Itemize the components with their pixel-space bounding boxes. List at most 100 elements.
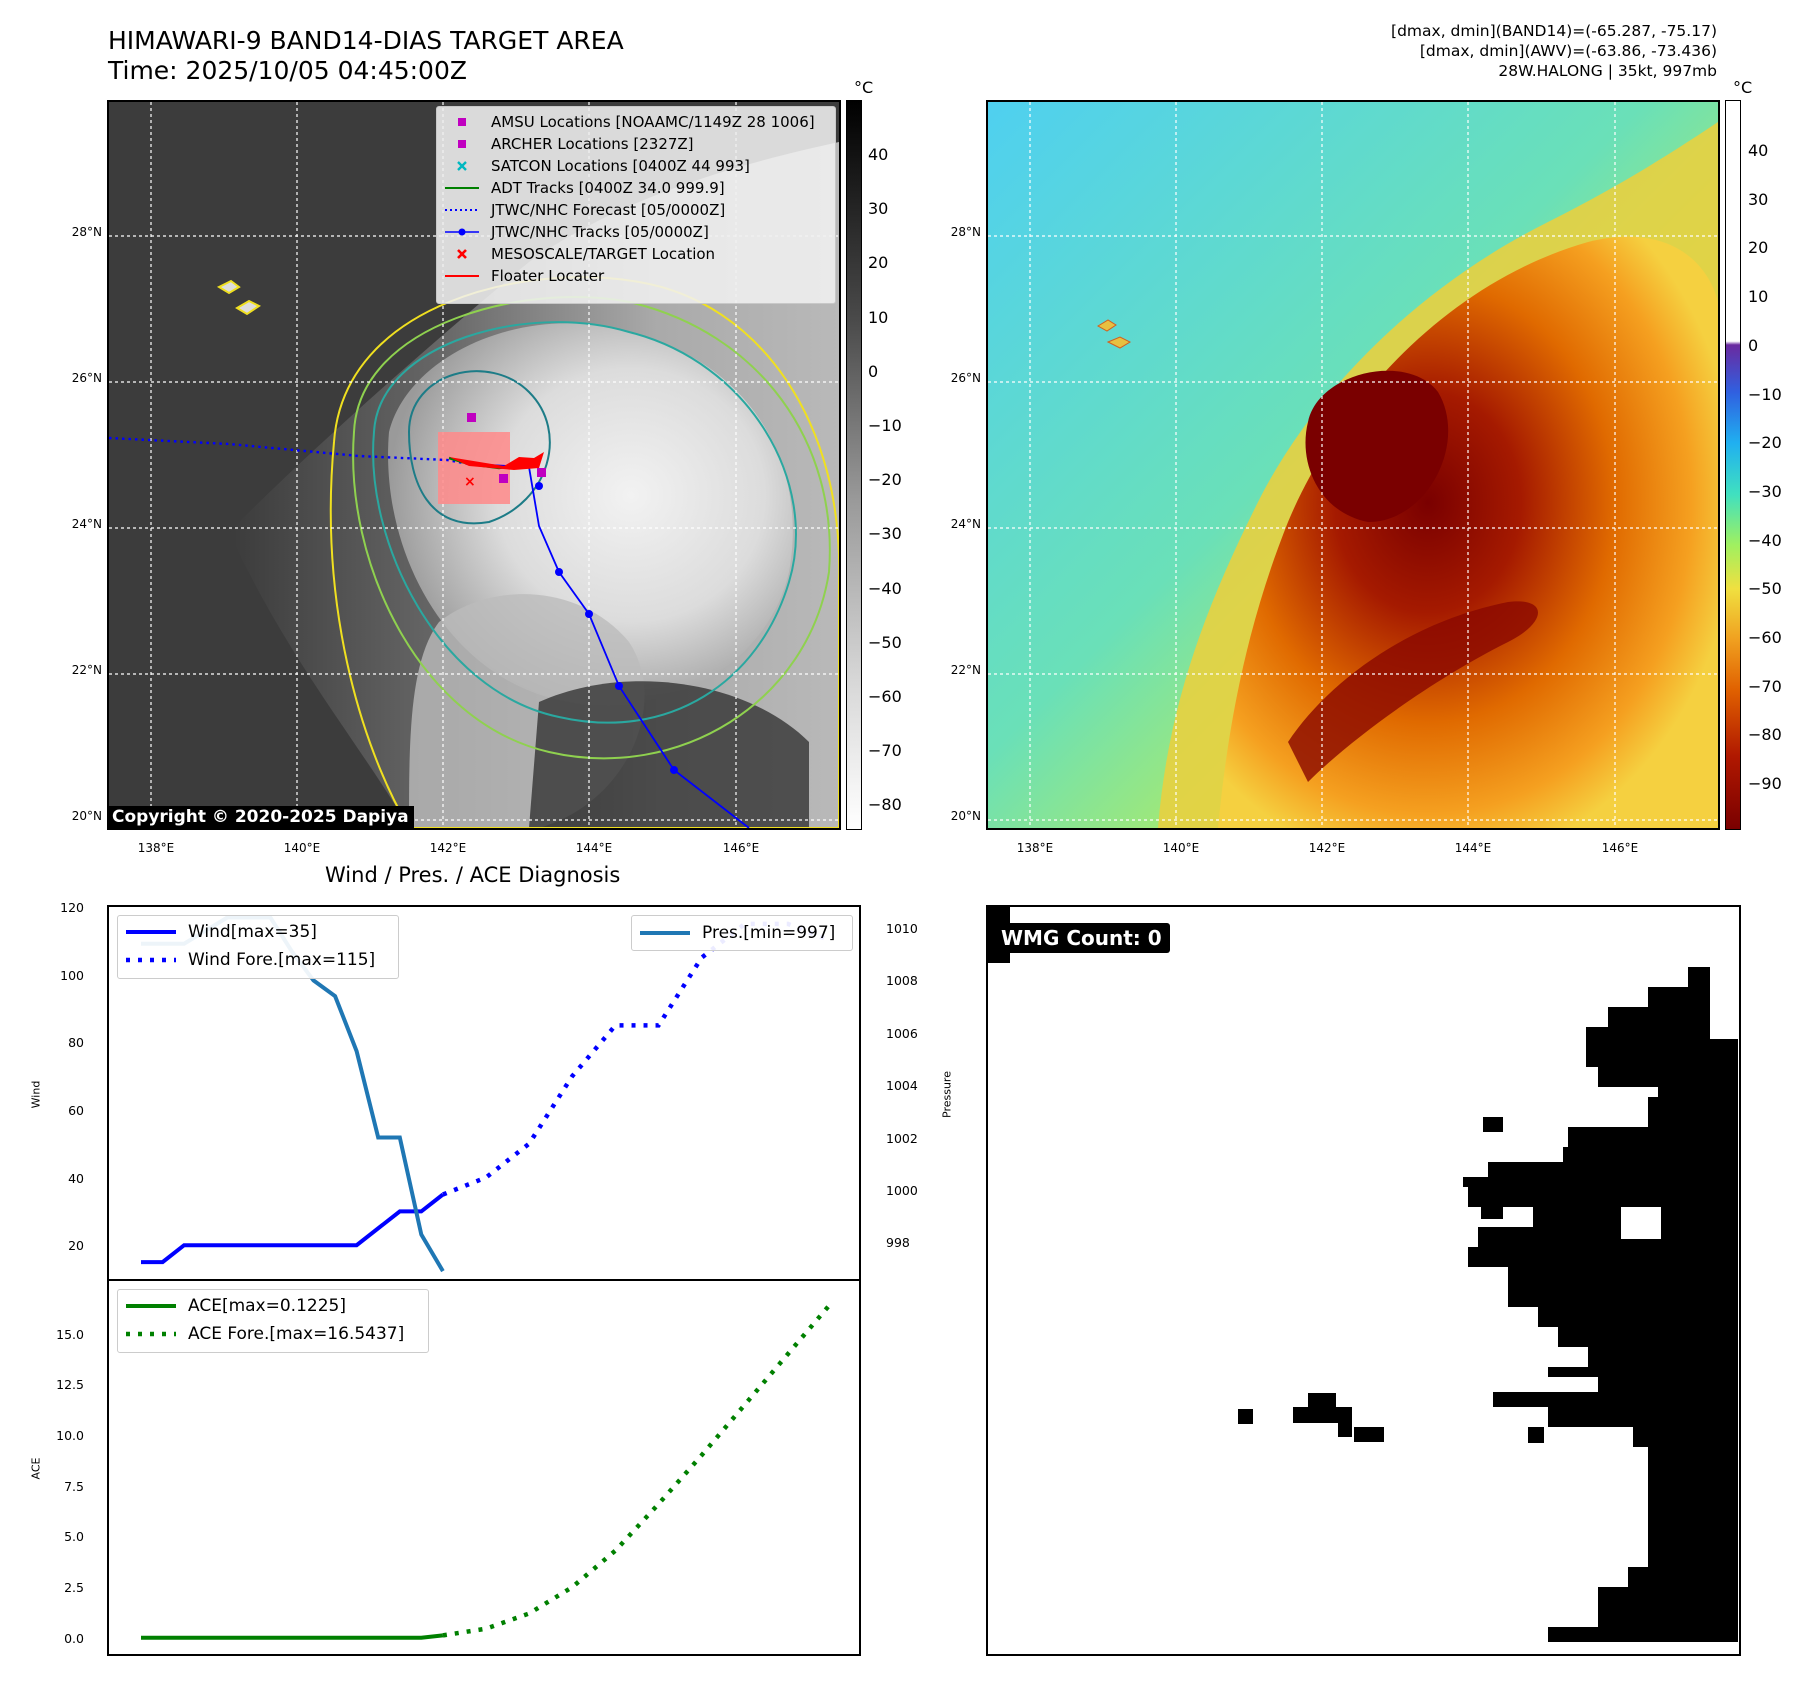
wind-legend: Wind[max=35] Wind Fore.[max=115] — [117, 915, 399, 979]
awv-colorbar-tick: 0 — [1748, 335, 1759, 355]
lat-tick-label: 20°N — [71, 809, 102, 823]
pressure-y-tick: 998 — [886, 1235, 910, 1251]
pressure-y-tick: 1000 — [886, 1182, 918, 1198]
floater-locater — [449, 452, 544, 470]
lon-tick-label: 140°E — [283, 841, 321, 855]
ace-y-tick: 15.0 — [56, 1326, 84, 1342]
square-marker-icon — [458, 140, 466, 148]
awv-dry-slot — [1288, 601, 1538, 782]
lon-tick-label: 146°E — [1601, 841, 1639, 855]
awv-colorbar-tick: −70 — [1748, 676, 1782, 696]
ir-colorbar-tick: −70 — [868, 741, 902, 761]
wind-pressure-chart: Wind[max=35] Wind Fore.[max=115] Pres.[m… — [107, 905, 861, 1281]
lat-tick-label: 24°N — [71, 517, 102, 531]
lon-tick-label: 138°E — [137, 841, 175, 855]
ace-forecast-series-line — [442, 1301, 833, 1638]
ir-colorbar-tick: 20 — [868, 253, 889, 273]
wind-y-tick: 20 — [68, 1238, 84, 1254]
awv-colorbar-tick: −90 — [1748, 774, 1782, 794]
ir-colorbar-tick: 40 — [868, 145, 889, 164]
awv-colorbar-tick: −30 — [1748, 481, 1782, 501]
jtwc-track-points — [535, 482, 678, 774]
amsu-markers — [467, 413, 546, 483]
ir-image-panel: × AMSU Locations [NOAAMC/1149Z 28 1006] … — [107, 100, 841, 830]
awv-colorbar-tick: −80 — [1748, 725, 1782, 745]
awv-eye-region — [1305, 370, 1449, 522]
awv-colorbar-tick: 40 — [1748, 141, 1769, 160]
ir-islands — [216, 279, 261, 316]
ir-colorbar-tick: −50 — [868, 632, 902, 652]
ir-colorbar-tick: −80 — [868, 795, 902, 815]
ir-colorbar-tick: 0 — [868, 361, 879, 381]
target-x-marker: × — [464, 474, 476, 490]
ace-plot — [141, 1301, 833, 1640]
wmg-mask — [988, 907, 1738, 1642]
ir-contour-mid — [372, 321, 797, 724]
ir-colorbar-tick: −10 — [868, 416, 902, 435]
ace-legend: ACE[max=0.1225] ACE Fore.[max=16.5437] — [117, 1289, 429, 1353]
solid-line-icon — [126, 930, 176, 934]
square-marker-icon — [458, 118, 466, 126]
diagnosis-title: Wind / Pres. / ACE Diagnosis — [325, 863, 621, 887]
x-marker-icon — [457, 161, 467, 171]
ace-y-tick: 0.0 — [64, 1630, 84, 1646]
ir-colorbar — [846, 100, 862, 830]
awv-colorbar-unit: °C — [1733, 78, 1753, 97]
ir-colorbar-tick: −30 — [868, 524, 902, 544]
awv-colorbar-tick: −40 — [1748, 530, 1782, 550]
wmg-mask-panel — [986, 905, 1741, 1656]
lat-tick-label: 24°N — [950, 517, 981, 531]
lat-tick-label: 26°N — [71, 371, 102, 385]
info-storm-summary: 28W.HALONG | 35kt, 997mb — [1498, 62, 1717, 80]
wind-y-tick: 80 — [68, 1035, 84, 1051]
ace-chart: ACE[max=0.1225] ACE Fore.[max=16.5437] — [107, 1279, 861, 1656]
awv-gridlines — [988, 102, 1718, 828]
ace-y-tick: 10.0 — [56, 1428, 84, 1444]
awv-image — [988, 102, 1718, 828]
wind-y-tick: 60 — [68, 1102, 84, 1118]
pressure-y-tick: 1006 — [886, 1025, 918, 1041]
lon-tick-label: 142°E — [429, 841, 467, 855]
awv-colorbar — [1725, 100, 1741, 830]
lat-tick-label: 28°N — [950, 225, 981, 239]
wmg-hole — [1621, 1207, 1661, 1239]
awv-colorbar-tick: −10 — [1748, 384, 1782, 404]
ir-contour-inner — [407, 370, 551, 525]
copyright-badge: Copyright © 2020-2025 Dapiya — [107, 806, 414, 828]
lon-tick-label: 140°E — [1162, 841, 1200, 855]
dotted-line-icon — [445, 209, 479, 211]
line-marker-icon — [445, 275, 479, 277]
ir-legend: AMSU Locations [NOAAMC/1149Z 28 1006] AR… — [436, 106, 836, 304]
ace-axis-label: ACE — [29, 1457, 43, 1480]
awv-colorbar-tick: −60 — [1748, 628, 1782, 647]
ace-y-tick: 5.0 — [64, 1529, 84, 1545]
lon-tick-label: 142°E — [1308, 841, 1346, 855]
lat-tick-label: 26°N — [950, 371, 981, 385]
info-awv-range: [dmax, dmin](AWV)=(-63.86, -73.436) — [1419, 42, 1717, 60]
awv-colorbar-tick: 20 — [1748, 238, 1769, 258]
line-marker-icon — [445, 187, 479, 189]
awv-image-panel — [986, 100, 1720, 830]
ir-colorbar-tick: −60 — [868, 687, 902, 706]
lon-tick-label: 146°E — [722, 841, 760, 855]
pressure-y-tick: 1002 — [886, 1130, 918, 1146]
pressure-y-tick: 1008 — [886, 973, 918, 989]
solid-line-icon — [640, 931, 690, 935]
ir-colorbar-tick: 10 — [868, 307, 889, 327]
awv-colorbar-tick: 30 — [1748, 189, 1769, 209]
awv-colorbar-tick: −50 — [1748, 579, 1782, 599]
ace-series-line — [141, 1633, 444, 1640]
lat-tick-label: 22°N — [71, 663, 102, 677]
ir-colorbar-unit: °C — [854, 78, 874, 97]
awv-islands — [1097, 319, 1132, 349]
ir-colorbar-tick: −20 — [868, 470, 902, 490]
ace-y-tick: 12.5 — [56, 1377, 84, 1393]
dotted-line-icon — [126, 957, 176, 963]
lon-tick-label: 138°E — [1016, 841, 1054, 855]
awv-colorbar-tick: 10 — [1748, 287, 1769, 307]
jtwc-best-track — [468, 463, 750, 828]
pressure-y-tick: 1004 — [886, 1078, 918, 1094]
jtwc-forecast-track — [109, 436, 470, 466]
wmg-count-badge: WMG Count: 0 — [993, 923, 1170, 953]
wmg-mask-shapes — [988, 907, 1738, 1642]
